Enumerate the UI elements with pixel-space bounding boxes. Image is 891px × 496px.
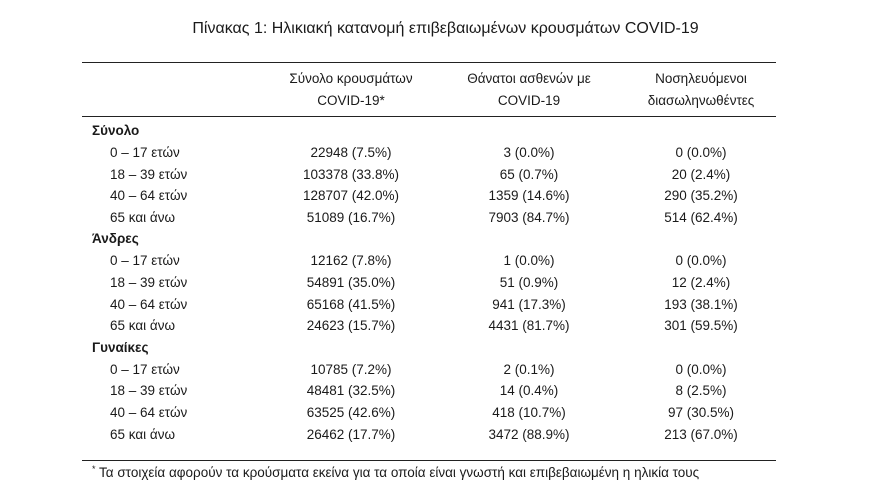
deaths-cell: 1359 (14.6%) [488,188,570,204]
cases-cell: 22948 (7.5%) [310,145,392,160]
column-header-intubated-line2: διασωληνωθέντες [647,93,755,108]
intubated-cell: 12 (2.4%) [671,274,731,290]
table-row: 0 – 17 ετών 22948 (7.5%) 3 (0.0%) 0 (0.0%) [0,142,891,164]
table-bottom-rule [82,460,776,461]
group-row: Σύνολο [0,120,891,142]
intubated-cell: 0 (0.0%) [675,253,727,269]
deaths-cell: 65 (0.7%) [499,166,559,182]
cases-cell: 63525 (42.6%) [306,404,396,420]
deaths-cell: 4431 (81.7%) [488,318,570,334]
table-row: 18 – 39 ετών 103378 (33.8%) 65 (0.7%) 20 (2… [0,164,891,186]
table-row: 18 – 39 ετών 48481 (32.5%) 14 (0.4%) 8 (2.5… [0,380,891,402]
age-range-cell: 65 και άνω [110,426,176,442]
group-label: Σύνολο [92,123,140,138]
deaths-cell: 941 (17.3%) [492,296,566,312]
cases-cell: 51089 (16.7%) [306,209,396,225]
intubated-cell: 20 (2.4%) [671,166,731,182]
intubated-cell: 8 (2.5%) [675,383,727,399]
age-range-cell: 40 – 64 ετών [110,188,188,204]
cases-cell: 12162 (7.8%) [310,253,392,269]
deaths-cell: 7903 (84.7%) [488,209,570,225]
cases-cell: 54891 (35.0%) [306,274,396,290]
deaths-cell: 51 (0.9%) [499,274,559,290]
deaths-cell: 14 (0.4%) [499,383,559,399]
column-header-deaths-line1: Θάνατοι ασθενών με [467,71,591,86]
intubated-cell: 193 (38.1%) [664,296,738,312]
table-row: 40 – 64 ετών 65168 (41.5%) 941 (17.3%) 193 … [0,294,891,316]
intubated-cell: 97 (30.5%) [667,404,735,420]
intubated-cell: 213 (67.0%) [664,426,738,442]
intubated-cell: 0 (0.0%) [675,145,727,160]
age-range-cell: 0 – 17 ετών [110,361,180,377]
group-label: Άνδρες [92,231,139,247]
table-header-rule [82,116,776,117]
deaths-cell: 2 (0.1%) [503,361,555,377]
age-range-cell: 40 – 64 ετών [110,404,188,420]
cases-cell: 48481 (32.5%) [306,383,396,399]
deaths-cell: 3472 (88.9%) [488,426,570,442]
deaths-cell: 418 (10.7%) [492,404,566,420]
table-body: Σύνολο 0 – 17 ετών 22948 (7.5%) 3 (0.0%) 0 (… [0,120,891,445]
column-header-cases: Σύνολο κρουσμάτων COVID-19* [262,68,440,112]
intubated-cell: 0 (0.0%) [675,361,727,377]
age-range-cell: 40 – 64 ετών [110,296,188,312]
group-row: Άνδρες [0,228,891,250]
age-range-cell: 0 – 17 ετών [110,253,180,269]
table-row: 0 – 17 ετών 10785 (7.2%) 2 (0.1%) 0 (0.0%) [0,359,891,381]
intubated-cell: 301 (59.5%) [664,318,738,334]
footnote: * Τα στοιχεία αφορούν τα κρούσματα εκείν… [92,463,699,484]
deaths-cell: 3 (0.0%) [503,145,555,160]
age-range-cell: 65 και άνω [110,209,176,225]
table-title: Πίνακας 1: Ηλικιακή κατανομή επιβεβαιωμέ… [192,20,699,37]
table-row: 40 – 64 ετών 128707 (42.0%) 1359 (14.6%) 29… [0,185,891,207]
age-range-cell: 0 – 17 ετών [110,145,180,160]
age-range-cell: 65 και άνω [110,318,176,334]
cases-cell: 128707 (42.0%) [302,188,400,204]
column-header-deaths: Θάνατοι ασθενών με COVID-19 [440,68,618,112]
table-row: 65 και άνω 51089 (16.7%) 7903 (84.7%) 514 (… [0,207,891,229]
cases-cell: 65168 (41.5%) [306,296,396,312]
column-header-intubated-line1: Νοσηλευόμενοι [655,71,747,86]
table-row: 18 – 39 ετών 54891 (35.0%) 51 (0.9%) 12 (2.… [0,272,891,294]
intubated-cell: 514 (62.4%) [664,209,738,225]
footnote-marker: * [92,464,96,474]
column-header-cases-line1: Σύνολο κρουσμάτων [289,71,413,86]
group-label: Γυναίκες [92,339,149,355]
cases-cell: 103378 (33.8%) [302,166,400,182]
cases-cell: 26462 (17.7%) [306,426,396,442]
table-row: 65 και άνω 24623 (15.7%) 4431 (81.7%) 301 (… [0,315,891,337]
table-top-rule [82,62,776,63]
column-header-deaths-line2: COVID-19 [497,93,561,108]
age-range-cell: 18 – 39 ετών [110,166,188,182]
deaths-cell: 1 (0.0%) [503,253,555,269]
age-range-cell: 18 – 39 ετών [110,274,188,290]
column-header-cases-line2: COVID-19* [317,93,385,108]
table-row: 40 – 64 ετών 63525 (42.6%) 418 (10.7%) 97 (… [0,402,891,424]
intubated-cell: 290 (35.2%) [664,188,738,204]
table-row: 0 – 17 ετών 12162 (7.8%) 1 (0.0%) 0 (0.0%) [0,250,891,272]
cases-cell: 10785 (7.2%) [310,361,392,377]
column-header-intubated: Νοσηλευόμενοι διασωληνωθέντες [612,68,790,112]
cases-cell: 24623 (15.7%) [306,318,396,334]
table-row: 65 και άνω 26462 (17.7%) 3472 (88.9%) 213 (… [0,424,891,446]
age-range-cell: 18 – 39 ετών [110,383,188,399]
footnote-text: Τα στοιχεία αφορούν τα κρούσματα εκείνα … [99,465,700,480]
group-row: Γυναίκες [0,337,891,359]
